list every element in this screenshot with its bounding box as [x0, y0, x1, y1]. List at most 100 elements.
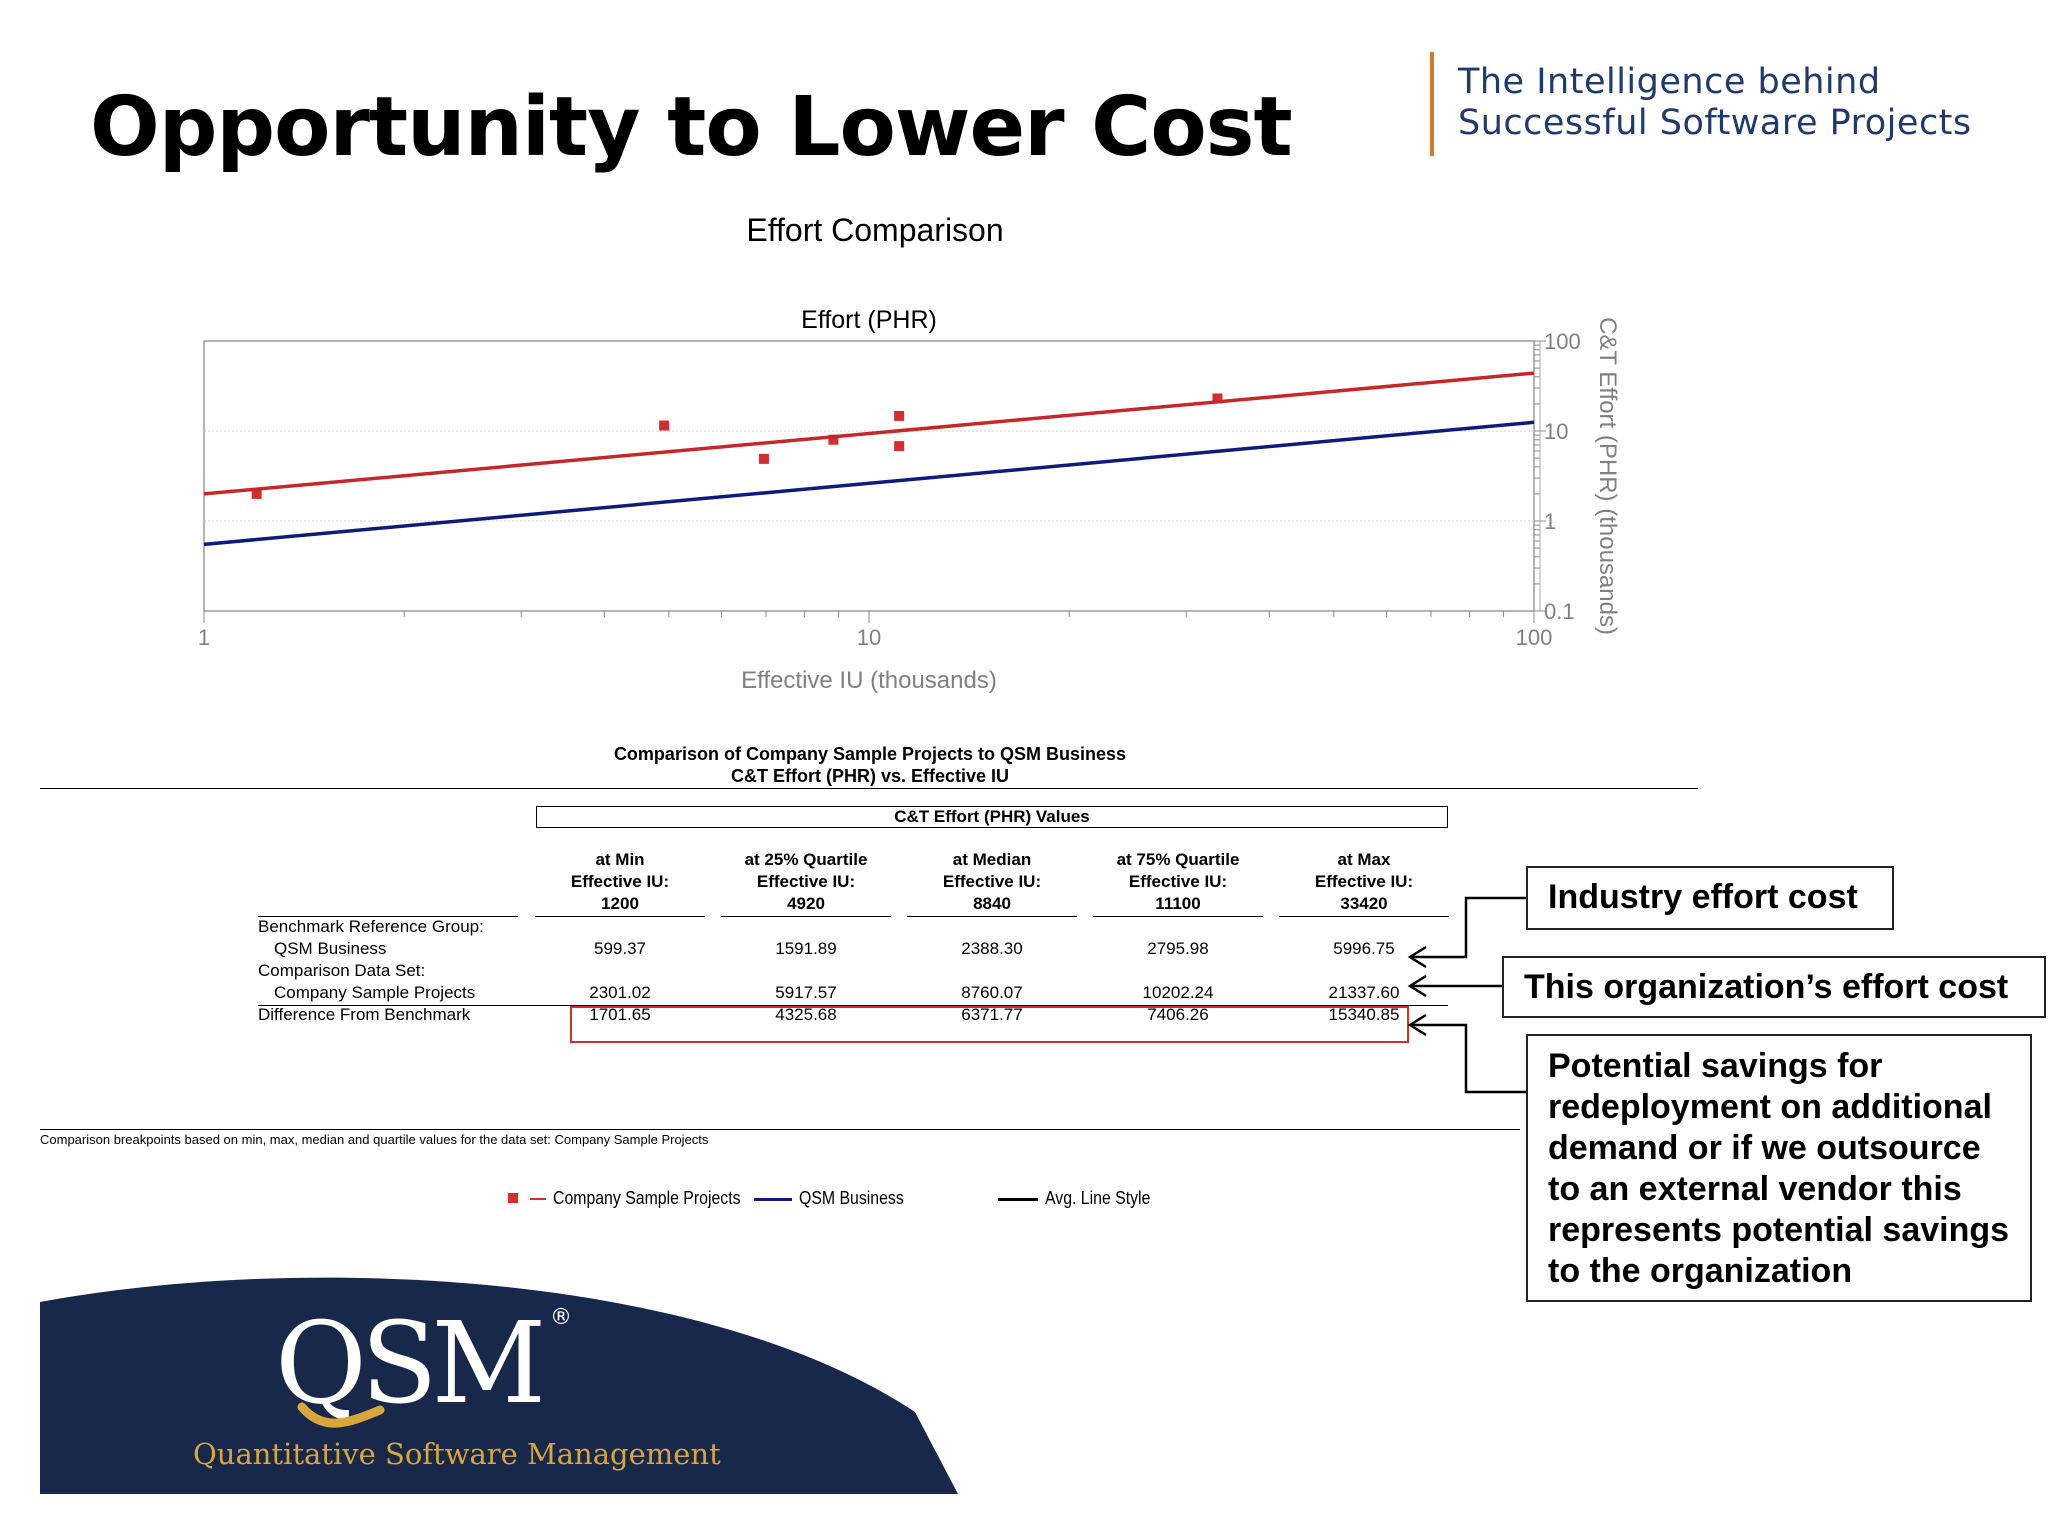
values-header: C&T Effort (PHR) Values	[536, 806, 1448, 828]
industry-connector	[1412, 896, 1526, 959]
data-point	[758, 453, 769, 464]
company-value: 21337.60	[1328, 983, 1400, 1002]
x-tick-label: 100	[1516, 625, 1553, 650]
difference-value: 4325.68	[775, 1005, 837, 1024]
trend-line	[203, 420, 1535, 547]
difference-value: 6371.77	[961, 1005, 1023, 1024]
row-label-difference: Difference From Benchmark	[258, 1005, 471, 1024]
column-header-line: at Median	[952, 850, 1032, 869]
column-header-line: Effective IU:	[1314, 872, 1414, 891]
tagline-line-1: The Intelligence behind	[1458, 62, 1881, 102]
series-layer	[203, 371, 1535, 547]
column-header: at 25% Quartile Effective IU: 4920	[721, 849, 891, 915]
legend-avg: Avg. Line Style	[1045, 1188, 1151, 1208]
company-value: 5917.57	[775, 983, 837, 1002]
column-header-line: 33420	[1340, 894, 1388, 913]
table-footnote: Comparison breakpoints based on min, max…	[40, 1132, 709, 1147]
data-point	[1212, 393, 1223, 404]
callout-potential-savings: Potential savings for redeployment on ad…	[1526, 1034, 2032, 1302]
effort-chart: Effort (PHR) 1 10 100 100 10 1 0.1 Effective I…	[198, 306, 1621, 694]
column-header-line: Effective IU:	[756, 872, 856, 891]
column-header-line: 11100	[1155, 894, 1201, 913]
data-point	[251, 488, 262, 499]
tagline-divider	[1430, 52, 1434, 156]
column-rule	[721, 916, 891, 917]
legend-avg-line	[998, 1198, 1038, 1201]
column-header-line: at Min	[595, 850, 645, 869]
column-rule	[1279, 916, 1449, 917]
trend-line	[203, 371, 1535, 496]
benchmark-value: 1591.89	[775, 939, 837, 958]
difference-value: 1701.65	[589, 1005, 651, 1024]
y-axis-label: C&T Effort (PHR) (thousands)	[1594, 317, 1621, 635]
legend-company-line	[530, 1198, 546, 1200]
footer-logo-banner: QSM ® Quantitative Software Management	[40, 1277, 958, 1494]
row-label-rule	[258, 916, 518, 917]
column-rule	[907, 916, 1077, 917]
savings-highlight-box	[570, 1006, 1409, 1043]
benchmark-value: 2388.30	[961, 939, 1023, 958]
row-label-company: Company Sample Projects	[274, 983, 476, 1002]
column-header-line: Effective IU:	[1128, 872, 1228, 891]
qsm-logo-swoosh-icon	[297, 1402, 385, 1428]
axis-ticks: 1 10 100 100 10 1 0.1	[198, 329, 1581, 650]
chart-title: Effort (PHR)	[801, 306, 937, 334]
column-header: at Median Effective IU: 8840	[907, 849, 1077, 915]
grid-lines	[204, 430, 1534, 522]
data-point	[659, 420, 670, 431]
legend-company-marker	[508, 1193, 518, 1203]
legend-company: Company Sample Projects	[553, 1188, 741, 1208]
y-tick-label: 0.1	[1544, 599, 1575, 624]
y-tick-label: 100	[1544, 329, 1581, 354]
table-top-rule	[40, 788, 1698, 789]
benchmark-value: 599.37	[594, 939, 646, 958]
company-value: 8760.07	[961, 983, 1023, 1002]
difference-value: 7406.26	[1147, 1005, 1209, 1024]
x-axis-label: Effective IU (thousands)	[741, 667, 997, 694]
difference-rule	[258, 1005, 1448, 1006]
footer-navy-shape	[40, 1277, 958, 1494]
qsm-logo-text: QSM	[275, 1299, 541, 1429]
column-header-line: Effective IU:	[570, 872, 670, 891]
legend-qsm-line	[754, 1198, 792, 1201]
callout-industry-cost: Industry effort cost	[1526, 866, 1894, 930]
chart-heading: Effort Comparison	[746, 212, 1004, 248]
data-point	[828, 434, 839, 445]
industry-arrowhead	[1407, 945, 1427, 969]
y-tick-label: 1	[1544, 509, 1556, 534]
row-label-comparison-set: Comparison Data Set:	[258, 961, 426, 980]
registered-mark: ®	[550, 1305, 572, 1330]
data-point	[894, 410, 905, 421]
column-rule	[535, 916, 705, 917]
row-label-benchmark-group: Benchmark Reference Group:	[258, 917, 484, 936]
column-header: at Min Effective IU: 1200	[535, 849, 705, 915]
column-header-line: at 25% Quartile	[744, 850, 868, 869]
x-tick-label: 10	[857, 625, 881, 650]
slide-title: Opportunity to Lower Cost	[90, 80, 1293, 175]
company-value: 2301.02	[589, 983, 651, 1002]
callout-organization-cost: This organization’s effort cost	[1502, 956, 2046, 1018]
column-rule	[1093, 916, 1263, 917]
column-header-line: Effective IU:	[942, 872, 1042, 891]
savings-connector	[1412, 1023, 1526, 1094]
row-label-benchmark: QSM Business	[274, 939, 387, 958]
company-value: 10202.24	[1142, 983, 1214, 1002]
difference-value: 15340.85	[1328, 1005, 1400, 1024]
benchmark-value: 2795.98	[1147, 939, 1209, 958]
column-header-line: 1200	[601, 894, 639, 913]
table-title-line-2: C&T Effort (PHR) vs. Effective IU	[730, 766, 1010, 786]
table-title-line-1: Comparison of Company Sample Projects to…	[613, 744, 1127, 764]
column-header: at 75% Quartile Effective IU: 11100	[1093, 849, 1263, 915]
column-header-line: at Max	[1337, 850, 1391, 869]
legend-qsm: QSM Business	[799, 1188, 904, 1208]
benchmark-value: 5996.75	[1333, 939, 1395, 958]
table-bottom-rule	[40, 1129, 1520, 1130]
column-header-line: 8840	[973, 894, 1011, 913]
logo-subtitle: Quantitative Software Management	[193, 1437, 721, 1471]
column-header-line: 4920	[787, 894, 825, 913]
column-header-line: at 75% Quartile	[1116, 850, 1240, 869]
data-point	[894, 441, 905, 452]
y-tick-label: 10	[1544, 419, 1568, 444]
savings-arrowhead	[1407, 1013, 1427, 1037]
